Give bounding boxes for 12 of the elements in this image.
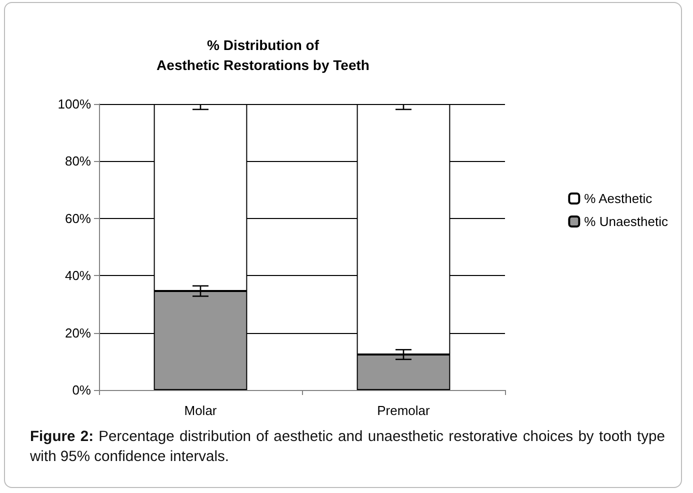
x-tick-label: Molar bbox=[184, 403, 218, 418]
y-tick-label: 60% bbox=[64, 210, 92, 226]
y-tick-label: 0% bbox=[72, 382, 92, 398]
legend-label: % Unaesthetic bbox=[584, 214, 668, 229]
y-tick-label: 20% bbox=[64, 325, 92, 340]
y-tick-label: 80% bbox=[64, 154, 92, 169]
caption: Figure 2: Percentage distribution of aesthetic and unaesthetic restorative choices by tooth type with 95% confidence intervals. bbox=[30, 428, 665, 467]
legend-label: % Aesthetic bbox=[584, 191, 653, 206]
chart-title: % Distribution of Aesthetic Restorations by Teeth bbox=[156, 37, 370, 73]
y-tick-label: 100% bbox=[58, 96, 92, 112]
y-tick-label: 40% bbox=[64, 268, 92, 284]
x-tick-label: Premolar bbox=[377, 403, 431, 418]
